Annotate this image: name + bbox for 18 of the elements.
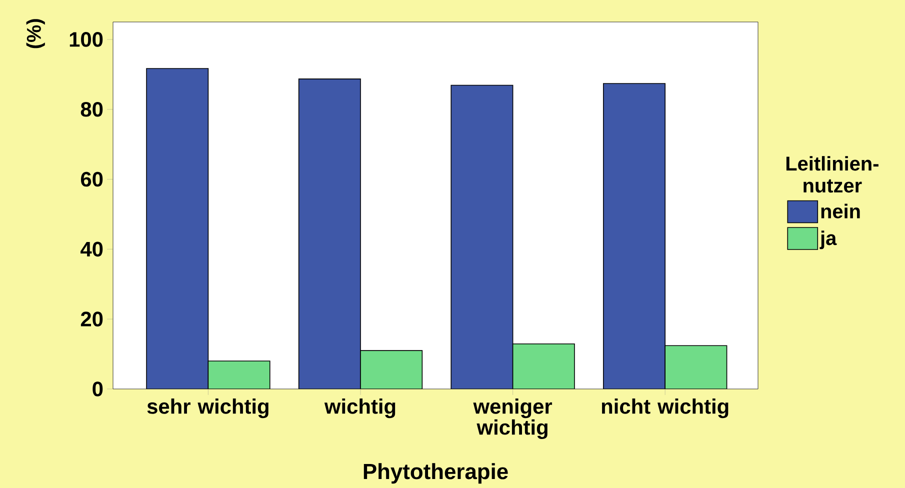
bar — [208, 360, 270, 389]
bar — [512, 344, 575, 389]
x-axis-title: Phytotherapie — [364, 463, 508, 484]
y-tick-label: 40 — [80, 242, 103, 257]
x-tick-label: sehr wichtig — [147, 398, 268, 418]
bar — [664, 345, 728, 389]
y-tick-label: 100 — [70, 32, 103, 47]
legend-label: ja — [820, 230, 837, 250]
legend-label: nein — [821, 204, 860, 218]
y-tick-label: 80 — [80, 102, 103, 117]
x-tick-label: nicht wichtig — [602, 398, 728, 418]
x-tick-label: wichtig — [324, 398, 396, 418]
y-tick-label: 20 — [80, 312, 103, 326]
y-tick-label: 0 — [92, 382, 103, 396]
x-tick-label: weniger wichtig — [473, 398, 552, 440]
y-axis-title: (%) — [26, 19, 45, 48]
bar — [360, 350, 423, 389]
y-tick-label: 60 — [80, 172, 103, 187]
